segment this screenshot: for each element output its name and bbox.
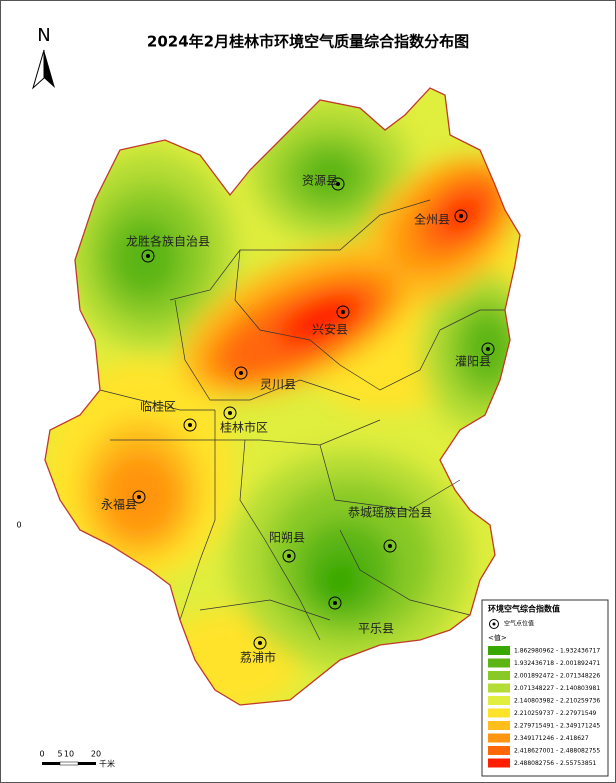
station: 荔浦市 bbox=[240, 636, 276, 665]
legend-class-label: 2.349171246 - 2.418627 bbox=[514, 735, 589, 742]
station-label: 恭城瑶族自治县 bbox=[348, 506, 432, 520]
station-ring bbox=[331, 177, 345, 191]
station: 恭城瑶族自治县 bbox=[348, 506, 432, 553]
station-label: 平乐县 bbox=[358, 622, 394, 636]
station-dot bbox=[341, 310, 345, 314]
scale-unit: 千米 bbox=[99, 759, 115, 769]
station: 阳朔县 bbox=[269, 530, 305, 563]
station: 灌阳县 bbox=[455, 342, 495, 369]
scale-tick: 10 bbox=[64, 750, 74, 759]
station-ring bbox=[328, 596, 342, 610]
station-label: 灌阳县 bbox=[455, 355, 491, 369]
county-borders bbox=[99, 199, 505, 641]
station-ring bbox=[223, 406, 237, 420]
legend-class-label: 2.488082756 - 2.55753851 bbox=[514, 760, 597, 767]
station-label: 临桂区 bbox=[140, 399, 176, 414]
north-arrow: N bbox=[32, 25, 55, 90]
station-dot bbox=[333, 601, 337, 605]
legend-class-label: 2.071348227 - 2.140803981 bbox=[514, 685, 600, 692]
station: 临桂区 bbox=[140, 399, 197, 432]
station-ring bbox=[454, 209, 468, 223]
legend-class-label: 1.932436718 - 2.001892471 bbox=[514, 660, 600, 667]
legend-value-header: <值> bbox=[488, 633, 507, 642]
station: 全州县 bbox=[414, 209, 468, 227]
legend-swatch bbox=[488, 696, 510, 705]
station-label: 永福县 bbox=[101, 497, 137, 512]
station-label: 桂林市区 bbox=[220, 420, 268, 435]
legend-swatch bbox=[488, 721, 510, 730]
station-dot bbox=[459, 214, 463, 218]
edge-label: 0 bbox=[16, 521, 21, 530]
station-dot bbox=[239, 371, 243, 375]
legend-class-label: 2.210259737 - 2.27971549 bbox=[514, 710, 597, 717]
station-ring bbox=[383, 539, 397, 553]
legend-class-label: 2.279715491 - 2.349171245 bbox=[514, 723, 600, 730]
legend-class-label: 2.001892472 - 2.071348226 bbox=[514, 673, 600, 680]
north-label: N bbox=[37, 25, 50, 46]
station-dot bbox=[336, 182, 340, 186]
station-dot bbox=[486, 347, 490, 351]
station-ring bbox=[234, 366, 248, 380]
station: 永福县 bbox=[101, 490, 146, 512]
legend-swatch bbox=[488, 746, 510, 755]
index-zone bbox=[100, 450, 180, 540]
station-ring bbox=[253, 636, 267, 650]
station: 灵川县 bbox=[234, 366, 296, 392]
index-zone bbox=[300, 150, 360, 200]
station: 桂林市区 bbox=[220, 406, 268, 435]
legend-swatch bbox=[488, 671, 510, 680]
station: 龙胜各族自治县 bbox=[126, 234, 210, 263]
index-zone bbox=[110, 218, 180, 298]
legend-title: 环境空气综合指数值 bbox=[488, 604, 560, 614]
legend-swatch bbox=[488, 733, 510, 743]
map-title: 2024年2月桂林市环境空气质量综合指数分布图 bbox=[147, 33, 469, 51]
station-dot bbox=[188, 423, 192, 427]
station-dot bbox=[137, 495, 141, 499]
station: 兴安县 bbox=[312, 305, 350, 337]
legend-class-label: 2.418627001 - 2.488082755 bbox=[514, 748, 600, 755]
station-dot bbox=[287, 554, 291, 558]
station-ring bbox=[183, 418, 197, 432]
station-label: 资源县 bbox=[302, 174, 338, 188]
legend-site-label: 空气点位值 bbox=[504, 620, 534, 628]
station-label: 荔浦市 bbox=[240, 650, 276, 665]
legend-swatch bbox=[488, 708, 510, 718]
scale-tick: 5 bbox=[57, 750, 62, 759]
legend-swatch bbox=[488, 758, 510, 768]
index-zone bbox=[317, 555, 363, 605]
station-label: 阳朔县 bbox=[269, 530, 305, 545]
legend-swatch bbox=[488, 646, 510, 655]
scale-tick: 20 bbox=[91, 750, 101, 759]
station-label: 灵川县 bbox=[260, 378, 296, 392]
legend-class-label: 1.862980962 - 1.932436717 bbox=[514, 648, 600, 655]
station-label: 龙胜各族自治县 bbox=[126, 234, 210, 249]
station-dot bbox=[146, 254, 150, 258]
station-ring bbox=[141, 249, 155, 263]
legend-swatch bbox=[488, 658, 510, 668]
legend-class-label: 2.140803982 - 2.210259736 bbox=[514, 698, 600, 705]
station-label: 兴安县 bbox=[312, 322, 348, 337]
station-ring bbox=[336, 305, 350, 319]
station-dot bbox=[388, 544, 392, 548]
station: 平乐县 bbox=[328, 596, 394, 636]
surface-blobs bbox=[45, 100, 520, 705]
legend: 环境空气综合指数值 空气点位值 <值> 1.862980962 - 1.9324… bbox=[481, 599, 609, 777]
scale-tick: 0 bbox=[39, 750, 44, 759]
station-label: 全州县 bbox=[414, 212, 450, 227]
legend-swatch bbox=[488, 683, 510, 693]
station-ring bbox=[132, 490, 146, 504]
station-ring bbox=[282, 549, 296, 563]
station-dot bbox=[258, 641, 262, 645]
city-boundary bbox=[44, 87, 521, 706]
station: 资源县 bbox=[302, 174, 345, 191]
station-dot bbox=[228, 411, 232, 415]
station-ring bbox=[481, 342, 495, 356]
